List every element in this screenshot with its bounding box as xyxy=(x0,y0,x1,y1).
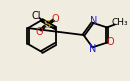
Text: N: N xyxy=(90,16,97,26)
Text: O: O xyxy=(35,27,43,37)
Text: N: N xyxy=(89,44,97,54)
Text: O: O xyxy=(106,37,114,47)
Text: O: O xyxy=(51,14,59,24)
Text: CH₃: CH₃ xyxy=(112,18,128,27)
Text: S: S xyxy=(43,20,50,30)
Text: Cl: Cl xyxy=(32,11,41,21)
